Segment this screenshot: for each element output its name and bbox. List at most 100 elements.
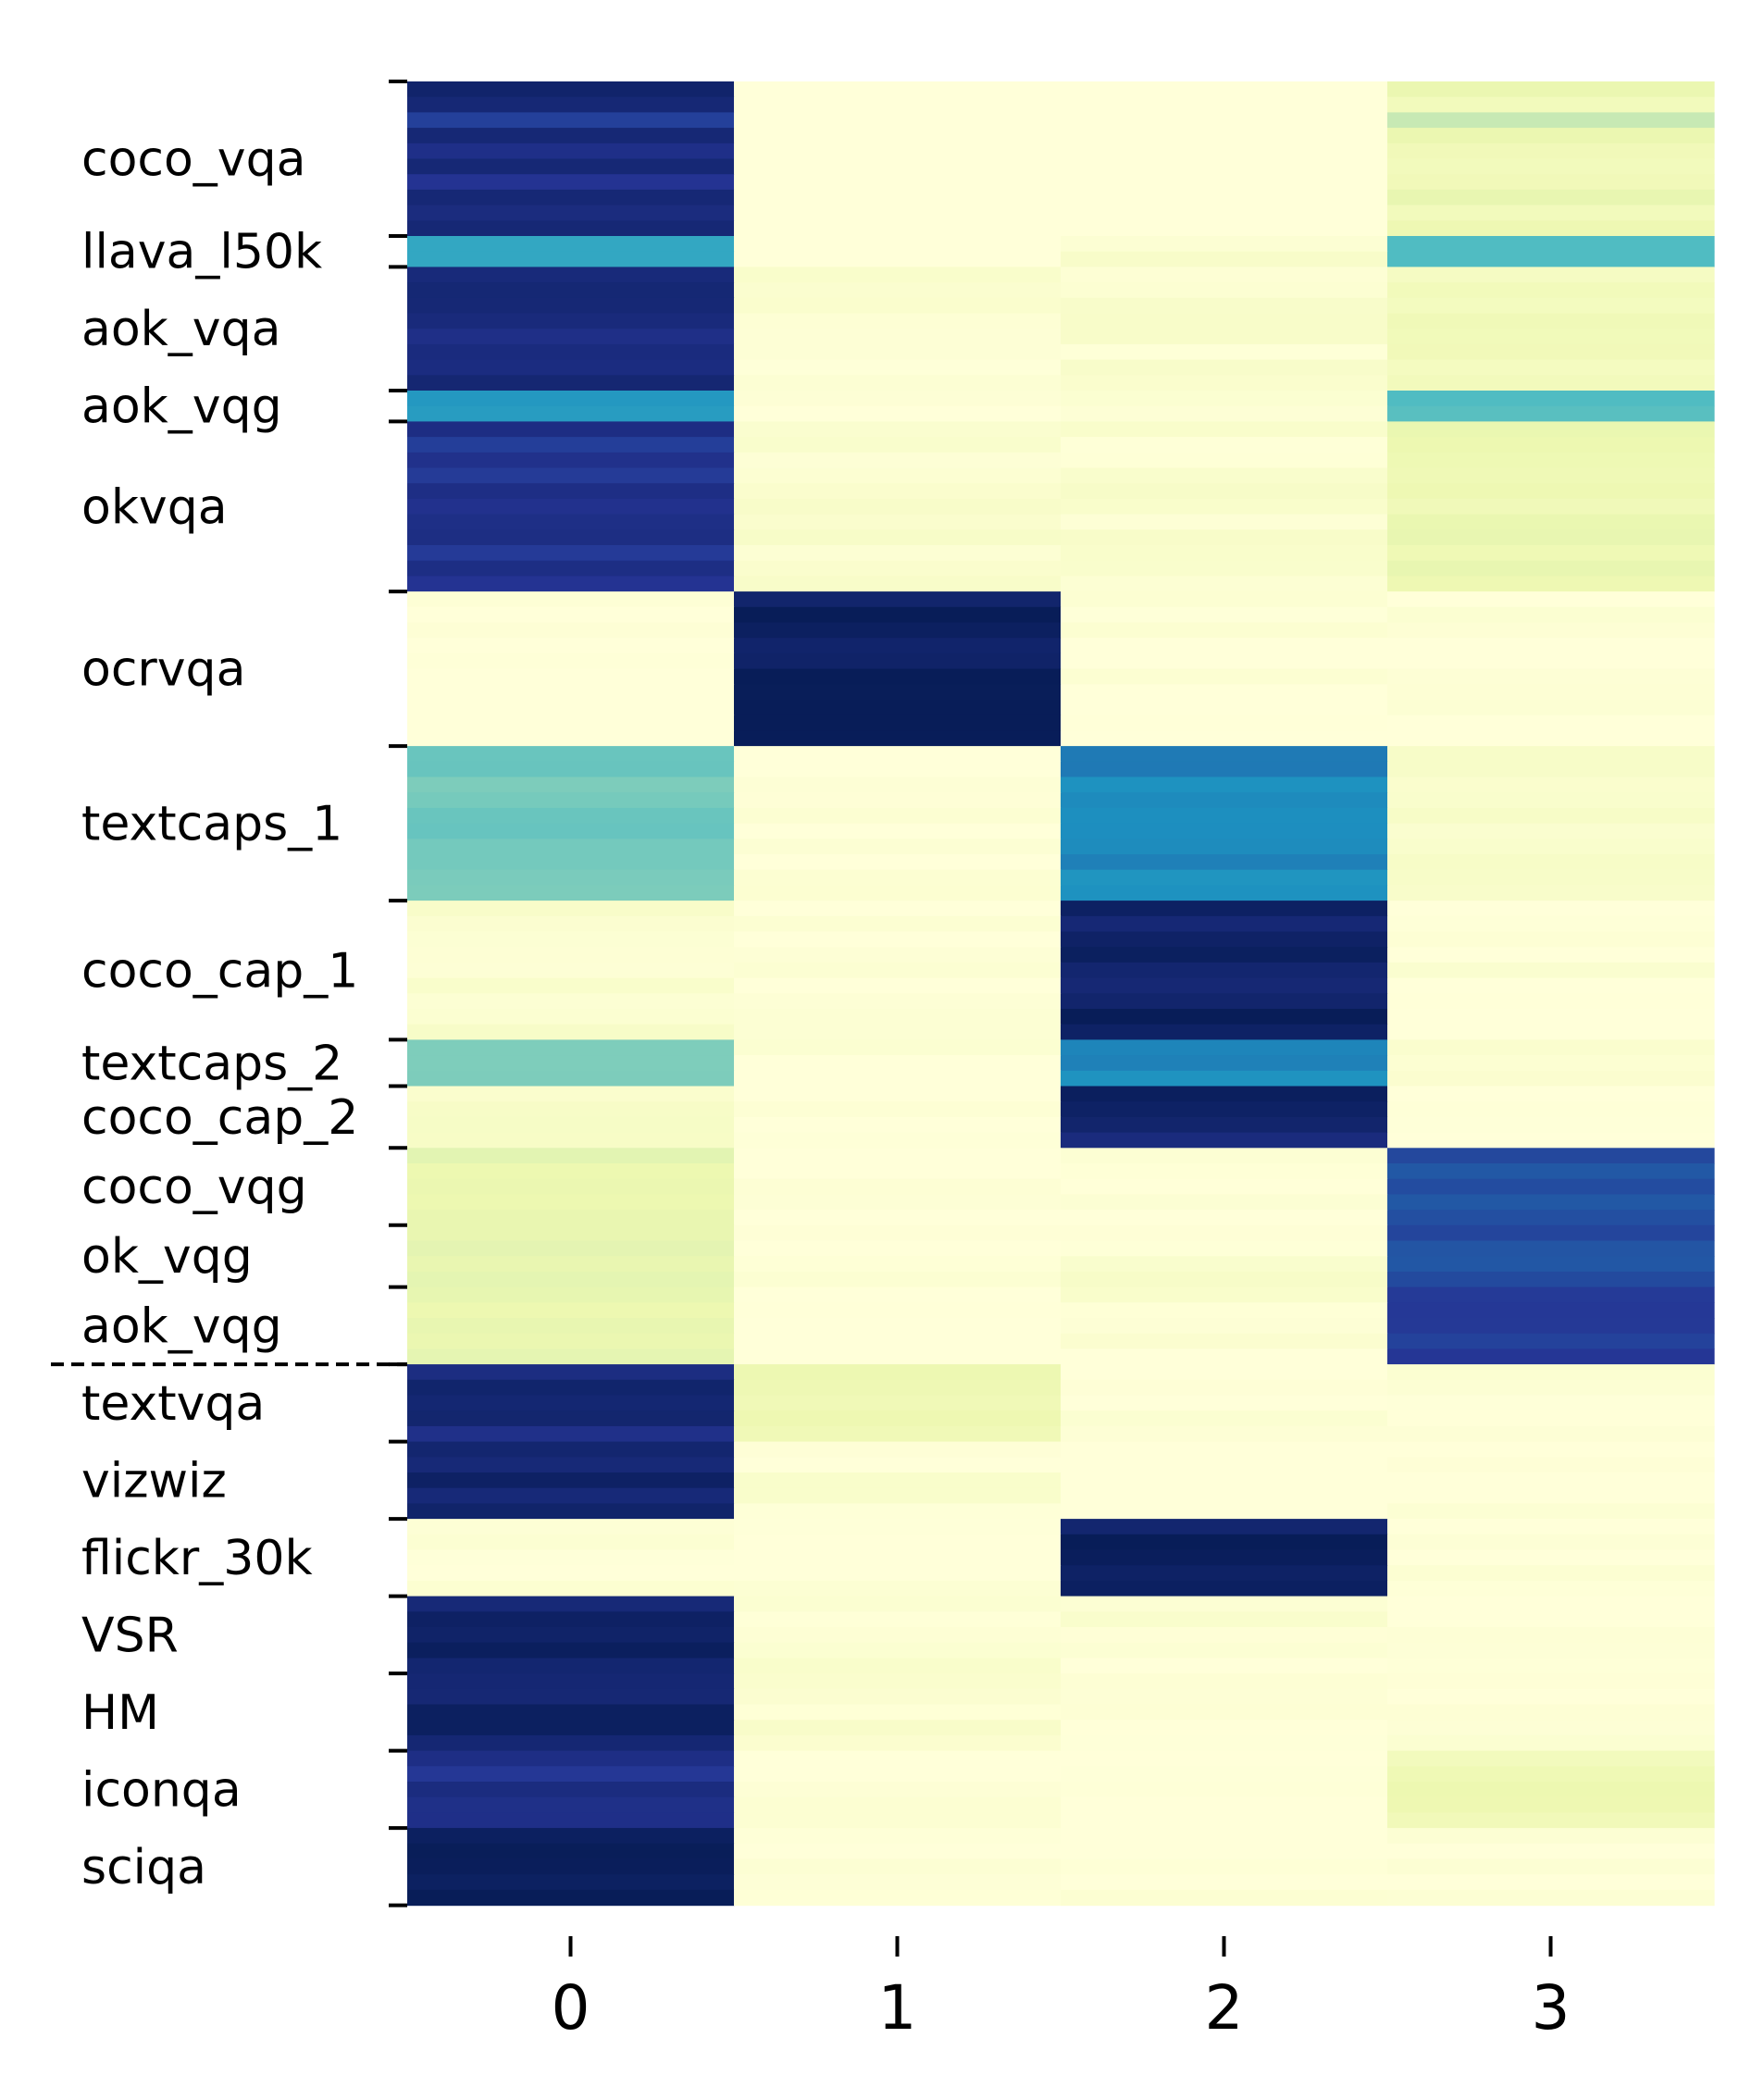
heatmap-cell — [1061, 174, 1388, 191]
heatmap-cell — [734, 1425, 1062, 1443]
heatmap-cell — [407, 714, 735, 731]
y-tick-label: okvqa — [81, 479, 228, 535]
heatmap-cell — [1387, 1333, 1715, 1349]
heatmap-cell — [407, 1519, 735, 1535]
heatmap-cell — [1061, 668, 1388, 685]
x-tick-label: 1 — [878, 1972, 917, 2044]
heatmap-cell — [1061, 1286, 1388, 1303]
y-tick-label: HM — [81, 1685, 159, 1741]
heatmap-cell — [1387, 467, 1715, 484]
heatmap-cell — [734, 854, 1062, 871]
heatmap-cell — [1387, 1596, 1715, 1612]
heatmap-cell — [407, 684, 735, 701]
heatmap-cell — [407, 1024, 735, 1040]
heatmap-cell — [734, 343, 1062, 361]
heatmap-cell — [407, 1178, 735, 1195]
heatmap-cell — [1387, 1658, 1715, 1674]
heatmap-cell — [1061, 638, 1388, 654]
heatmap-cell — [734, 869, 1062, 886]
heatmap-cell — [734, 1828, 1062, 1845]
heatmap-cell — [1061, 915, 1388, 933]
heatmap-cell — [734, 158, 1062, 175]
heatmap-cell — [734, 96, 1062, 113]
heatmap-cell — [734, 1070, 1062, 1087]
heatmap-cell — [407, 1627, 735, 1644]
heatmap-cell — [734, 1766, 1062, 1783]
y-tick-label: ocrvqa — [81, 642, 245, 698]
heatmap-cell — [1387, 1796, 1715, 1813]
heatmap-cell — [407, 652, 735, 670]
heatmap-cell — [1387, 1302, 1715, 1319]
heatmap-cell — [1387, 792, 1715, 809]
heatmap-cell — [407, 700, 735, 716]
heatmap-cell — [734, 1271, 1062, 1288]
heatmap-cell — [407, 1734, 735, 1752]
x-tick-label: 0 — [552, 1972, 590, 2044]
heatmap-cell — [407, 1843, 735, 1860]
heatmap-cell — [1387, 514, 1715, 530]
heatmap-cell — [1387, 1812, 1715, 1829]
heatmap-cell — [1387, 297, 1715, 315]
heatmap-cell — [1061, 1828, 1388, 1845]
heatmap-cell — [407, 591, 735, 608]
heatmap-cell — [1061, 1224, 1388, 1242]
heatmap-cell — [407, 205, 735, 221]
heatmap-cell — [407, 405, 735, 422]
heatmap-cell — [1387, 391, 1715, 407]
heatmap-cell — [407, 1457, 735, 1473]
heatmap-cell — [407, 1796, 735, 1813]
heatmap-cell — [407, 1086, 735, 1102]
heatmap-cell — [734, 437, 1062, 454]
heatmap-cell — [1387, 1580, 1715, 1597]
heatmap-cell — [1387, 730, 1715, 747]
heatmap-cell — [734, 1596, 1062, 1612]
heatmap-cell — [1061, 1627, 1388, 1644]
heatmap-cell — [407, 1163, 735, 1180]
heatmap-cell — [407, 267, 735, 283]
heatmap-cell — [407, 529, 735, 546]
heatmap-cell — [734, 1503, 1062, 1520]
heatmap-cell — [734, 1024, 1062, 1040]
heatmap-cell — [1387, 714, 1715, 731]
heatmap-cell — [1061, 823, 1388, 839]
heatmap-cell — [1387, 405, 1715, 422]
heatmap-cell — [734, 236, 1062, 253]
heatmap-cell — [1387, 267, 1715, 283]
heatmap-cell — [407, 297, 735, 315]
heatmap-cell — [1061, 1734, 1388, 1752]
heatmap-cell — [1387, 591, 1715, 608]
heatmap-cell — [407, 746, 735, 763]
heatmap-cell — [1061, 1441, 1388, 1458]
heatmap-cell — [407, 1596, 735, 1612]
heatmap-cell — [1061, 1858, 1388, 1875]
x-axis: 0 1 2 3 — [552, 1936, 1571, 2044]
heatmap-cell — [734, 1039, 1062, 1056]
heatmap-cell — [1061, 931, 1388, 948]
heatmap-cell — [407, 375, 735, 391]
heatmap-cell — [407, 977, 735, 994]
heatmap-cell — [1387, 1487, 1715, 1504]
heatmap-cell — [734, 1379, 1062, 1397]
heatmap-cell — [734, 421, 1062, 438]
heatmap-cell — [407, 730, 735, 747]
heatmap-cell — [1061, 1086, 1388, 1102]
heatmap-cell — [407, 885, 735, 901]
heatmap-cell — [1387, 1009, 1715, 1025]
heatmap-cell — [1387, 1549, 1715, 1566]
heatmap-cell — [1387, 112, 1715, 129]
heatmap-cell — [407, 1549, 735, 1566]
heatmap-cell — [1061, 1642, 1388, 1659]
heatmap-cell — [407, 1364, 735, 1381]
heatmap-cell — [734, 297, 1062, 315]
heatmap-cell — [407, 498, 735, 516]
heatmap-cell — [734, 498, 1062, 516]
heatmap-cell — [734, 993, 1062, 1010]
heatmap-cell — [407, 931, 735, 948]
heatmap-cell — [734, 947, 1062, 963]
heatmap-cell — [1061, 467, 1388, 484]
heatmap-cell — [734, 452, 1062, 469]
heatmap-cell — [1061, 1318, 1388, 1335]
heatmap-cell — [407, 391, 735, 407]
heatmap-cell — [734, 1534, 1062, 1551]
heatmap-cell — [734, 359, 1062, 376]
